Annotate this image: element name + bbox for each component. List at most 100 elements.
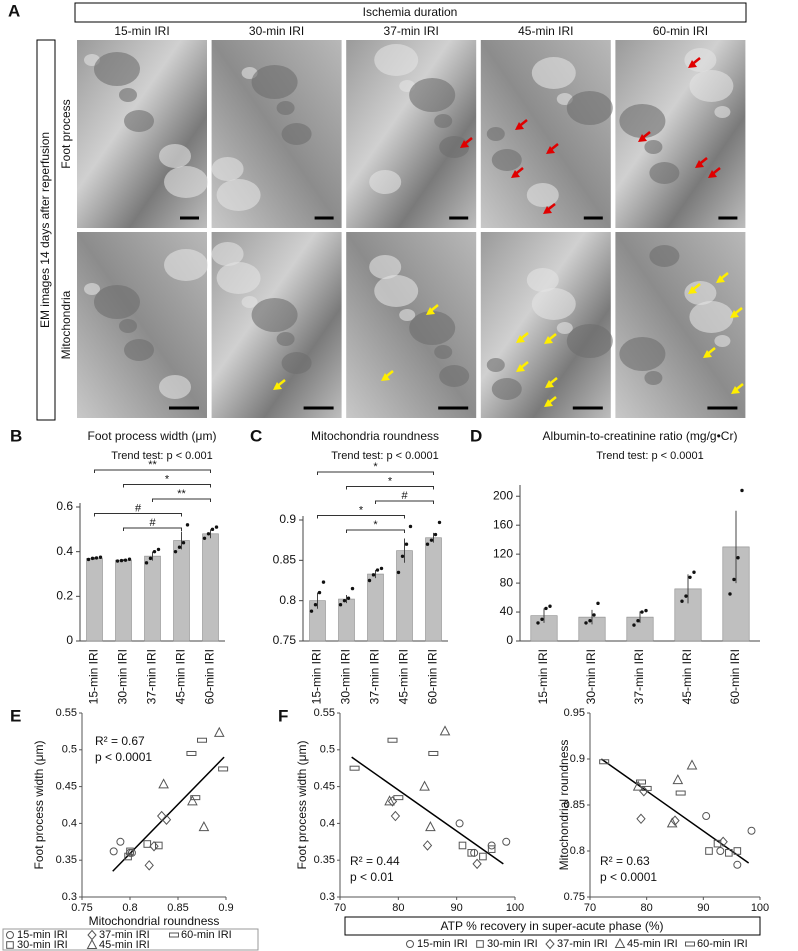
legend-label: 30-min IRI [17, 939, 68, 951]
data-point [536, 621, 540, 625]
em-texture [94, 285, 140, 319]
point [747, 826, 756, 835]
x-tick-label: 80 [392, 902, 404, 914]
em-texture [276, 101, 295, 115]
point [666, 817, 678, 828]
em-texture [644, 371, 663, 385]
point [428, 750, 439, 756]
point [733, 860, 742, 869]
point [190, 795, 201, 801]
x-tick-label: 0.8 [122, 902, 137, 914]
data-point [544, 606, 548, 611]
em-texture [164, 249, 208, 281]
data-point [408, 524, 413, 529]
panel-label: E [10, 706, 21, 725]
point [143, 840, 152, 848]
data-point [740, 488, 744, 493]
data-point [584, 621, 588, 625]
data-point [350, 586, 355, 591]
em-texture [159, 375, 191, 399]
point [502, 837, 511, 846]
point [636, 779, 646, 785]
point [86, 938, 98, 949]
arrow-head [688, 60, 697, 68]
arrow-head [703, 350, 712, 358]
point [157, 810, 167, 822]
em-texture [714, 106, 731, 118]
em-texture [486, 358, 505, 372]
arrow-head [716, 275, 725, 283]
point [419, 780, 430, 791]
em-texture [714, 335, 731, 347]
x-tick-label: 0.85 [167, 902, 188, 914]
data-point [202, 536, 207, 540]
bracket-label: * [388, 475, 393, 487]
y-tick-label: 0.85 [273, 553, 297, 567]
arrow-head [544, 399, 553, 407]
y-tick-label: 0.75 [564, 891, 585, 903]
arrow-head [546, 146, 555, 154]
em-texture [124, 339, 154, 361]
data-point [684, 594, 688, 598]
y-tick-label: 120 [493, 546, 513, 560]
em-panel: A Ischemia duration EM images 14 days afte… [8, 1, 747, 421]
bar [86, 558, 103, 642]
arrow-head [515, 122, 524, 130]
bracket-label: ** [148, 459, 157, 471]
x-tick-label: 37-min IRI [632, 649, 646, 704]
data-point [94, 556, 99, 560]
legend-label: 45-min IRI [99, 939, 150, 951]
y-tick-label: 0.2 [56, 589, 73, 603]
point [6, 931, 14, 939]
point [458, 841, 467, 850]
x-tick-label: 60-min IRI [426, 649, 440, 704]
x-tick-label: 80 [641, 902, 653, 914]
data-point [596, 601, 600, 606]
em-texture [649, 245, 680, 267]
data-point [98, 555, 103, 559]
point [169, 932, 179, 938]
data-point [692, 570, 696, 574]
point [422, 840, 433, 851]
legend-label: 30-min IRI [487, 938, 538, 950]
row-label: Mitochondria [59, 290, 73, 359]
x-axis-label: ATP % recovery in super-acute phase (%) [441, 919, 664, 933]
x-tick-label: 90 [451, 902, 463, 914]
point [685, 941, 695, 947]
point [161, 814, 172, 825]
data-point [313, 603, 318, 607]
legend-label: 45-min IRI [627, 938, 678, 950]
data-point [367, 578, 372, 583]
em-texture [276, 332, 295, 346]
bracket-label: * [165, 473, 170, 485]
side-label: EM images 14 days after reperfusion [38, 132, 52, 328]
legend-label: 37-min IRI [557, 938, 608, 950]
bracket [123, 527, 182, 531]
data-point [728, 592, 732, 596]
data-point [429, 538, 434, 542]
x-tick-label: 15-min IRI [87, 649, 101, 704]
arrow-head [511, 170, 520, 178]
em-texture [164, 166, 208, 198]
arrow-head [545, 380, 554, 388]
x-label-box [344, 916, 761, 936]
data-point [640, 610, 644, 614]
arrow-head [381, 373, 390, 381]
em-texture [216, 262, 261, 294]
arrow-head [544, 336, 553, 344]
data-point [346, 596, 351, 600]
data-point [309, 609, 314, 613]
em-texture [369, 170, 402, 194]
y-tick-label: 0.8 [279, 593, 296, 607]
point [6, 941, 14, 949]
column-label: 37-min IRI [384, 24, 439, 38]
data-point [338, 603, 343, 607]
header: Ischemia duration [363, 5, 458, 19]
legend-label: 60-min IRI [697, 938, 748, 950]
em-texture [689, 301, 734, 333]
y-tick-label: 0.5 [62, 744, 77, 756]
data-point [379, 566, 384, 571]
data-point [156, 547, 161, 552]
point [718, 836, 728, 848]
chart-title: Albumin-to-creatinine ratio (mg/g•Cr) [543, 429, 738, 443]
